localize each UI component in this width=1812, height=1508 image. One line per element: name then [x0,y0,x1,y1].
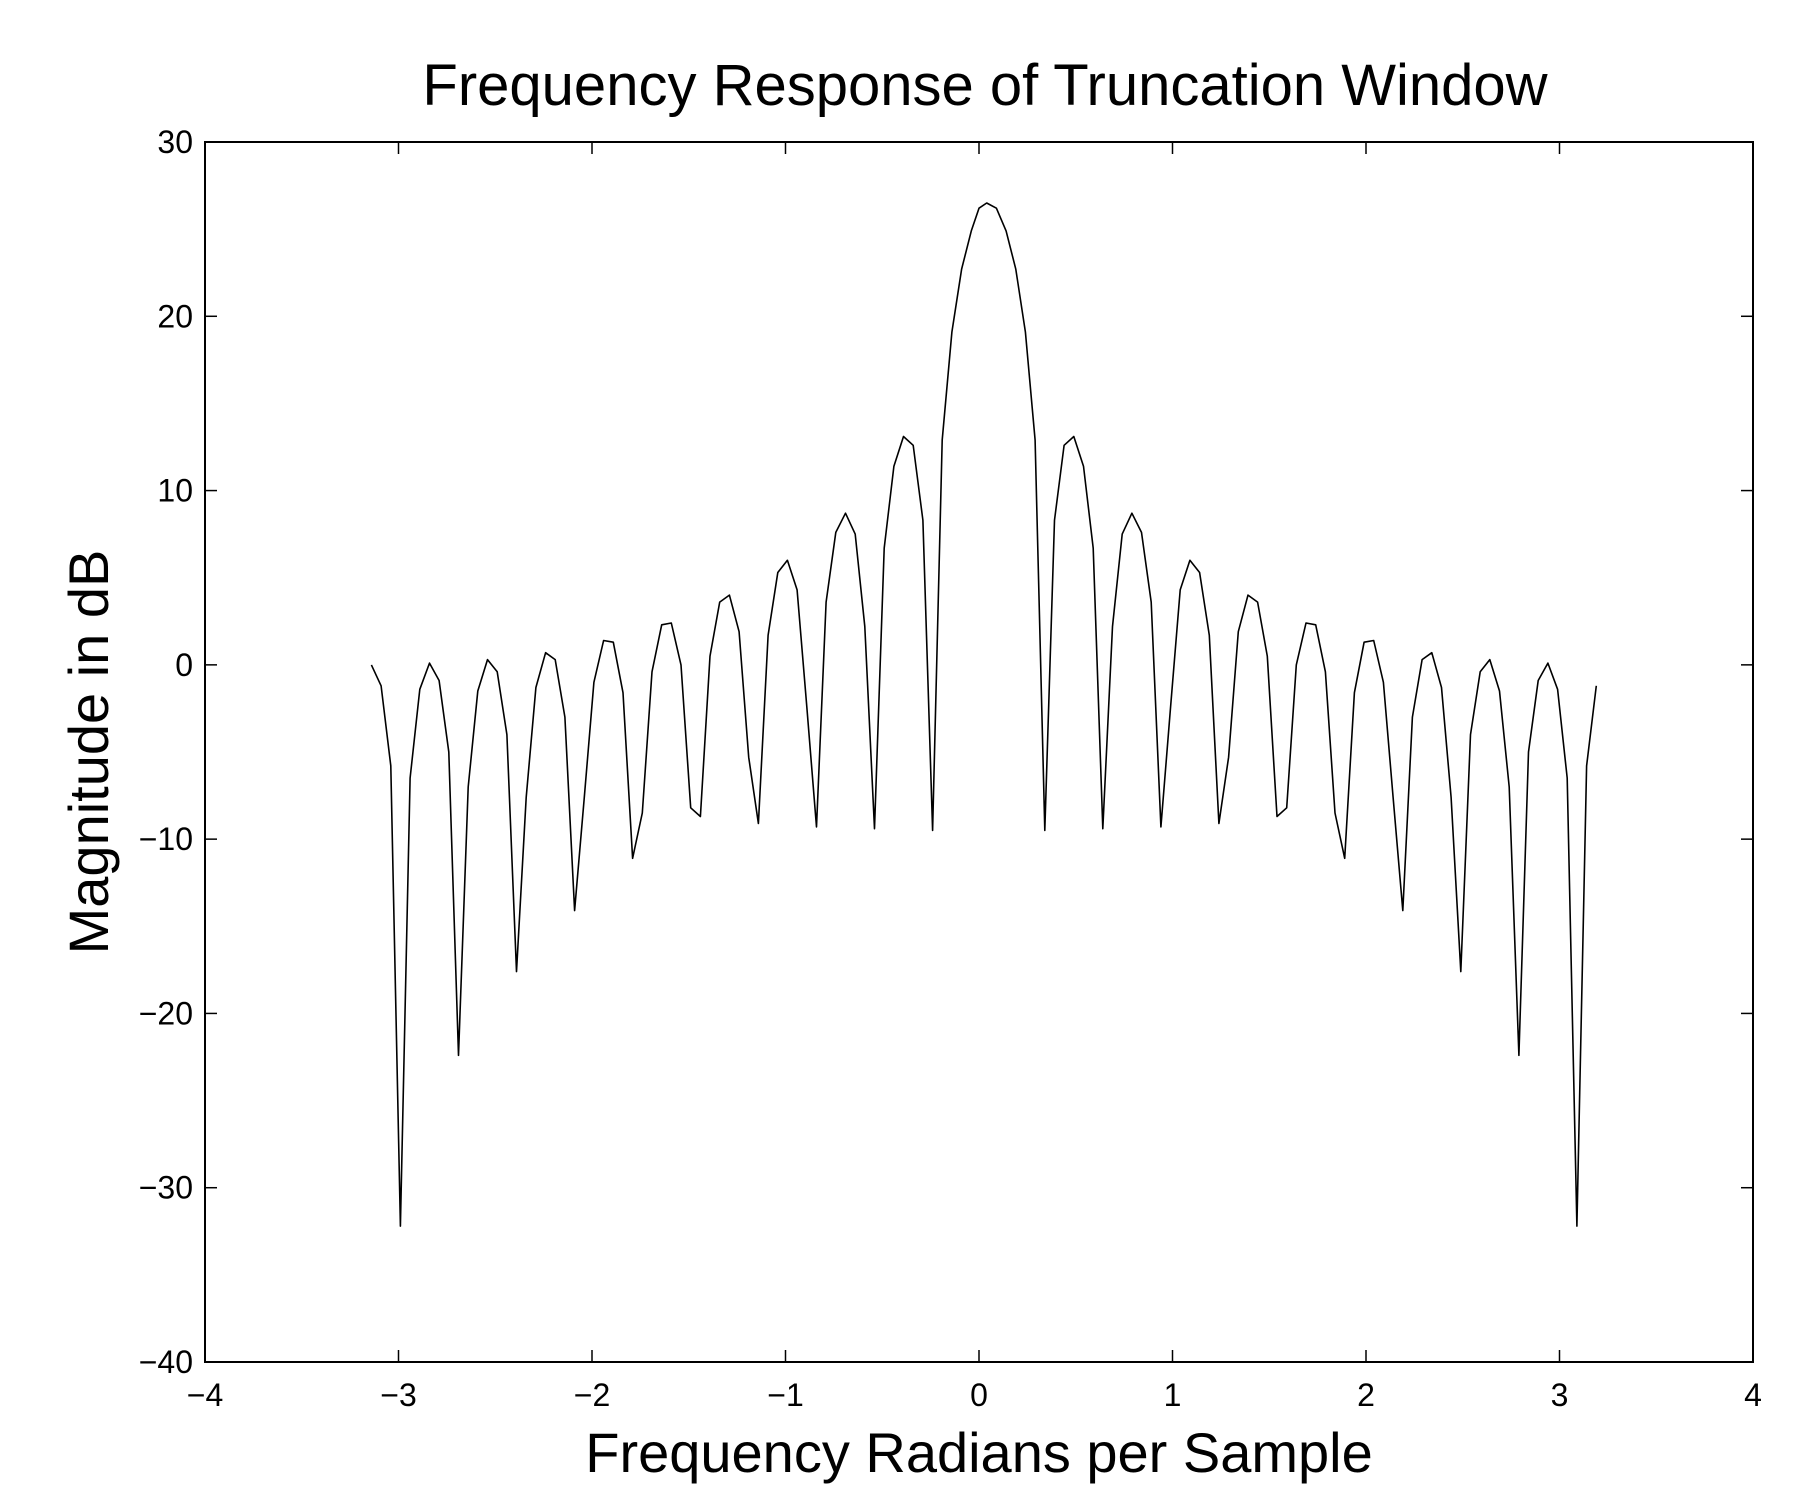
y-tick-label: −40 [139,1344,193,1380]
y-axis-label: Magnitude in dB [57,550,120,955]
x-axis-label: Frequency Radians per Sample [585,1421,1373,1484]
y-tick-label: 0 [175,647,193,683]
y-tick-label: −20 [139,995,193,1031]
x-tick-label: −2 [574,1377,610,1413]
series-line-magnitude [370,202,1598,1227]
y-tick-label: 10 [157,473,193,509]
x-tick-label: 2 [1357,1377,1375,1413]
axis-ticks [204,141,1754,1363]
x-tick-label: 3 [1551,1377,1569,1413]
y-tick-label: 30 [157,124,193,160]
x-tick-label: −1 [767,1377,803,1413]
x-tick-label: −4 [187,1377,223,1413]
x-tick-label: 0 [970,1377,988,1413]
x-tick-label: −3 [380,1377,416,1413]
y-tick-label: −30 [139,1170,193,1206]
chart-title: Frequency Response of Truncation Window [422,53,1548,118]
y-tick-label: −10 [139,821,193,857]
y-tick-label: 20 [157,298,193,334]
x-tick-label: 4 [1744,1377,1762,1413]
x-tick-label: 1 [1164,1377,1182,1413]
plot-area-frame [204,141,1754,1363]
